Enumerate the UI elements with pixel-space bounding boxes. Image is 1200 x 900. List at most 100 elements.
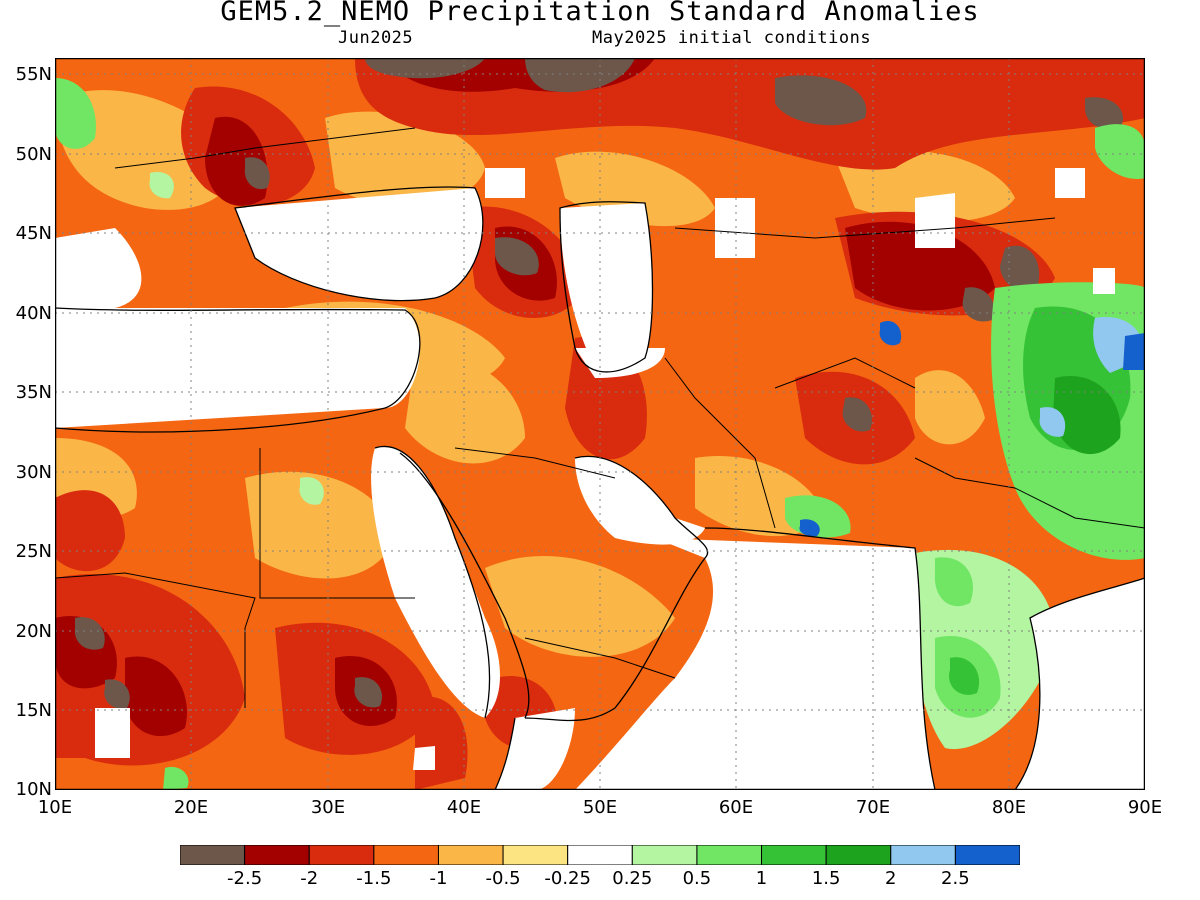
colorbar-tick-label: -0.25 bbox=[544, 868, 591, 889]
kyrgyz-darkred-region bbox=[845, 221, 995, 311]
kordofan-brown-pocket bbox=[354, 677, 383, 708]
colorbar-swatch bbox=[373, 845, 439, 865]
moscow-brown-pocket bbox=[365, 58, 485, 79]
tianshan-brown-pocket bbox=[1000, 245, 1040, 292]
map-frame bbox=[55, 58, 1145, 790]
caspian-mask bbox=[560, 203, 653, 368]
lon-label-50: 50E bbox=[582, 797, 618, 818]
colorbar-swatch bbox=[244, 845, 310, 865]
east-europe-light-region bbox=[325, 111, 485, 206]
kashmir-light-region bbox=[915, 370, 985, 445]
red-sea-mask bbox=[371, 446, 500, 718]
lon-label-70: 70E bbox=[855, 797, 891, 818]
lat-label-15: 15N bbox=[15, 700, 52, 721]
title: GEM5.2_NEMO Precipitation Standard Anoma… bbox=[220, 0, 980, 27]
colorbar-swatch bbox=[696, 845, 763, 865]
kazakh-border bbox=[674, 217, 1056, 239]
country-borders bbox=[55, 127, 1145, 708]
india-darkgreen-pocket bbox=[949, 657, 980, 695]
balkhash-mask bbox=[915, 193, 955, 248]
colorbar-swatch bbox=[502, 845, 569, 865]
levant-light-region bbox=[405, 356, 525, 464]
lat-label-30: 30N bbox=[15, 462, 52, 483]
gobi-mask bbox=[1093, 268, 1115, 294]
colorbar-tick-label: 1.5 bbox=[811, 868, 841, 889]
volga-brown-pocket bbox=[525, 58, 635, 93]
horn-coast bbox=[494, 717, 516, 790]
chad-darkred-region bbox=[125, 656, 187, 737]
colorbar-swatch bbox=[437, 845, 504, 865]
sahara-border-1 bbox=[55, 572, 256, 629]
tibet-lightblue-pocket bbox=[1039, 407, 1066, 437]
mediterranean-mask bbox=[55, 308, 420, 428]
colorbar-swatch bbox=[954, 845, 1020, 865]
afghan-brown-pocket bbox=[842, 397, 873, 432]
aral-mask bbox=[715, 198, 755, 258]
lat-label-40: 40N bbox=[15, 303, 52, 324]
anomaly-map bbox=[55, 58, 1145, 790]
tibet-blue-region bbox=[1123, 333, 1145, 370]
lon-label-20: 20E bbox=[173, 797, 209, 818]
gulf-of-aden-mask bbox=[495, 708, 575, 790]
iran-afghan-border bbox=[664, 357, 776, 529]
hindukush-blue-pocket bbox=[879, 320, 902, 346]
indus-blue-pocket bbox=[799, 519, 820, 537]
colorbar-swatch bbox=[180, 845, 246, 865]
lat-label-10: 10N bbox=[15, 779, 52, 800]
colorbar-tick-label: -1.5 bbox=[356, 868, 392, 889]
lon-label-40: 40E bbox=[446, 797, 482, 818]
lat-label-25: 25N bbox=[15, 541, 52, 562]
initial-conditions-note: May2025 initial conditions bbox=[592, 28, 872, 48]
lon-label-90: 90E bbox=[1127, 797, 1163, 818]
niger-brown-pocket bbox=[104, 679, 130, 709]
alps-lightgreen-pocket bbox=[149, 172, 174, 199]
lon-label-30: 30E bbox=[310, 797, 346, 818]
gujarat-green-region bbox=[934, 557, 974, 607]
arabian-sea-mask bbox=[575, 538, 935, 790]
persian-gulf-mask bbox=[575, 456, 705, 545]
lake-chad-mask bbox=[95, 708, 130, 758]
caspian-coast bbox=[559, 201, 654, 373]
coastlines bbox=[55, 186, 1145, 790]
mongolia-brown-pocket bbox=[1085, 97, 1124, 130]
carpathian-brown-pocket bbox=[244, 157, 270, 190]
italy-mask bbox=[55, 228, 142, 308]
colorbar-swatch bbox=[308, 845, 375, 865]
yemen-saudi-border bbox=[524, 637, 676, 679]
arabia-coast bbox=[524, 455, 709, 722]
manchuria-green-region bbox=[1095, 124, 1145, 179]
lon-label-60: 60E bbox=[718, 797, 754, 818]
bengal-coast bbox=[1014, 577, 1145, 790]
europe-border-1 bbox=[114, 127, 416, 169]
target-month: Jun2025 bbox=[338, 28, 414, 48]
colorbar-tick-label: 0.5 bbox=[682, 868, 712, 889]
iberia-green-region bbox=[55, 78, 96, 149]
lon-label-10: 10E bbox=[37, 797, 73, 818]
lat-label-55: 55N bbox=[15, 64, 52, 85]
himalaya-border bbox=[914, 457, 1145, 529]
graticule bbox=[55, 58, 1145, 790]
caspian-west-brown-pocket bbox=[495, 237, 539, 276]
afghan-tajik-border bbox=[774, 357, 916, 389]
lon-label-80: 80E bbox=[991, 797, 1027, 818]
arabia-south-light-region bbox=[485, 556, 675, 657]
egypt-sudan-border bbox=[259, 448, 415, 599]
siberia-brown-pocket bbox=[775, 75, 867, 126]
tibet-dark-green-region bbox=[1053, 376, 1121, 455]
colorbar-swatch bbox=[761, 845, 827, 865]
sahel-south-green-pocket bbox=[163, 766, 189, 790]
map-canvas bbox=[55, 58, 1145, 790]
colorbar-tick-label: 1 bbox=[755, 868, 768, 889]
colorbar-swatch bbox=[567, 845, 633, 865]
lat-label-45: 45N bbox=[15, 223, 52, 244]
colorbar-tick-label: -2 bbox=[300, 868, 319, 889]
sahara-east-light-region bbox=[245, 471, 395, 579]
lake-tana-mask bbox=[413, 746, 435, 770]
colorbar-tick-label: -1 bbox=[429, 868, 448, 889]
colorbar-swatch bbox=[890, 845, 956, 865]
baikal-area-mask bbox=[1055, 168, 1085, 198]
colorbar-tick-label: 2.5 bbox=[941, 868, 970, 889]
colorbar-swatch bbox=[825, 845, 892, 865]
black-sea-mask bbox=[235, 188, 483, 301]
lat-label-20: 20N bbox=[15, 621, 52, 642]
